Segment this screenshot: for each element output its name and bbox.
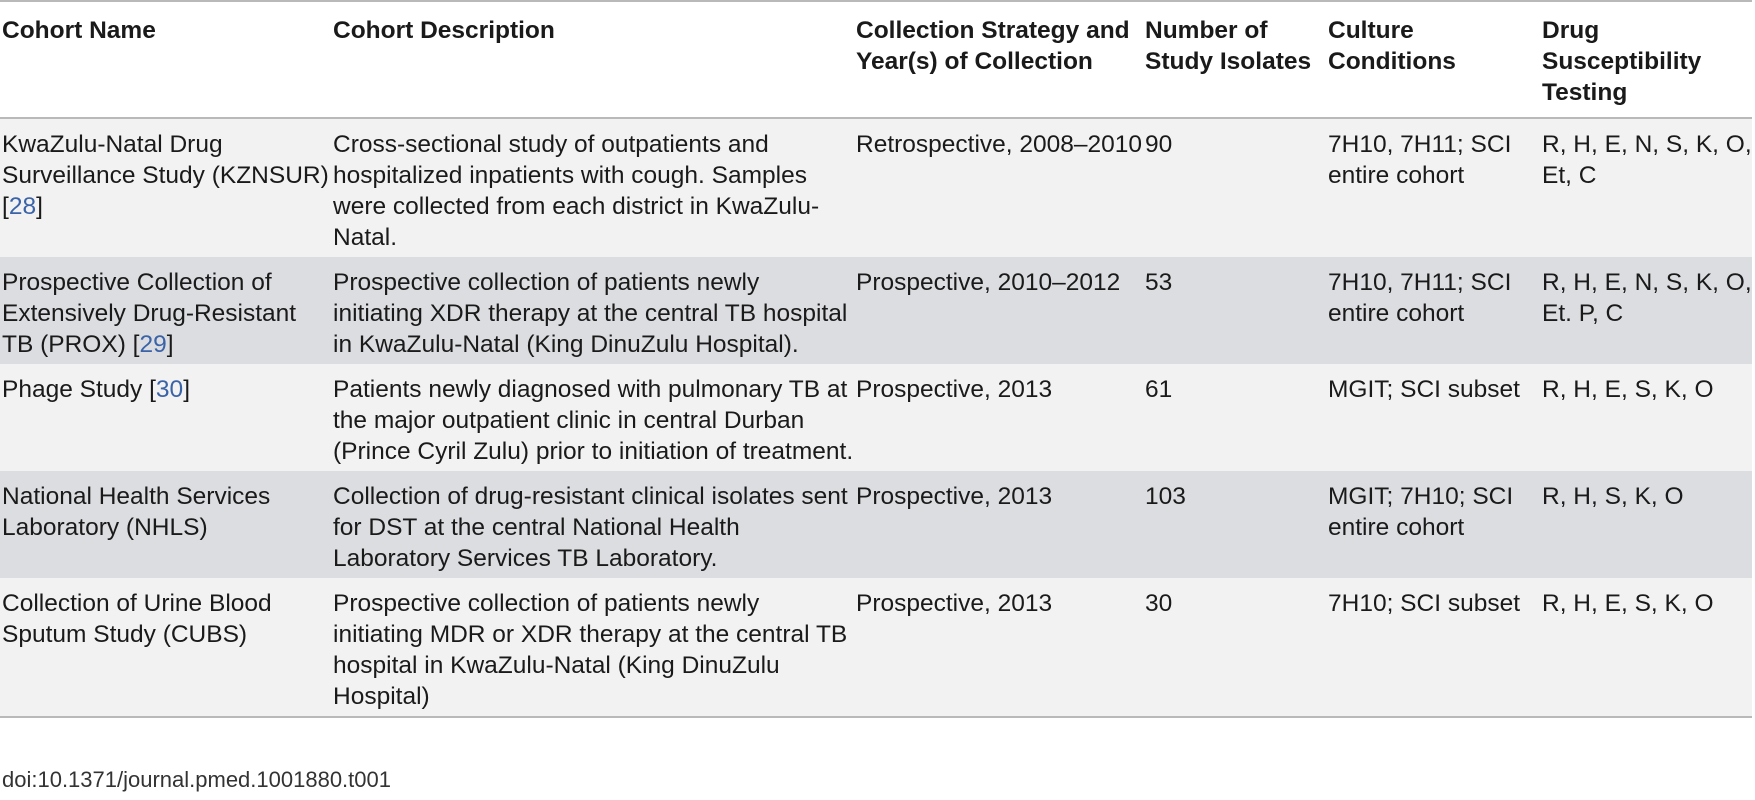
cohort-description-cell: Patients newly diagnosed with pulmonary … [333, 376, 854, 465]
collection-strategy-cell: Prospective, 2013 [856, 483, 1053, 510]
cohort-name-cell: Prospective Collection of Extensively Dr… [2, 269, 297, 358]
culture-conditions-cell: MGIT; 7H10; SCI entire cohort [1328, 483, 1514, 541]
header-collection-strategy: Collection Strategy and Year(s) of Colle… [854, 1, 1143, 119]
collection-strategy-cell: Retrospective, 2008–2010 [856, 131, 1143, 158]
cohort-name-cell: KwaZulu-Natal Drug Surveillance Study (K… [2, 131, 329, 220]
header-drug-susceptibility: Drug Susceptibility Testing [1540, 1, 1752, 119]
table-row: National Health Services Laboratory (NHL… [0, 471, 1752, 578]
collection-strategy-cell: Prospective, 2013 [854, 578, 1143, 718]
cohort-description-cell: Cross-sectional study of outpatients and… [333, 131, 820, 251]
header-cohort-name: Cohort Name [0, 1, 331, 119]
culture-conditions-cell: 7H10, 7H11; SCI entire cohort [1328, 131, 1512, 189]
table-row: Prospective Collection of Extensively Dr… [0, 257, 1752, 364]
isolates-cell: 53 [1145, 269, 1173, 296]
doi-caption: doi:10.1371/journal.pmed.1001880.t001 [2, 767, 391, 792]
cohort-table: Cohort Name Cohort Description Collectio… [0, 0, 1752, 718]
table-row: Collection of Urine Blood Sputum Study (… [0, 578, 1752, 718]
header-number-of-isolates: Number of Study Isolates [1143, 1, 1326, 119]
cohort-description-cell: Collection of drug-resistant clinical is… [333, 483, 848, 572]
cohort-name-cell: Phage Study [30] [2, 376, 190, 403]
table-row: Phage Study [30] Patients newly diagnose… [0, 364, 1752, 471]
reference-link[interactable]: 30 [155, 376, 184, 403]
isolates-cell: 30 [1143, 578, 1326, 718]
dst-cell: R, H, E, S, K, O [1542, 376, 1714, 403]
culture-conditions-cell: 7H10, 7H11; SCI entire cohort [1328, 269, 1512, 327]
header-row: Cohort Name Cohort Description Collectio… [0, 1, 1752, 119]
dst-cell: R, H, E, S, K, O [1540, 578, 1752, 718]
dst-cell: R, H, S, K, O [1542, 483, 1684, 510]
culture-conditions-cell: 7H10; SCI subset [1326, 578, 1540, 718]
isolates-cell: 103 [1145, 483, 1186, 510]
cohort-name-cell: Collection of Urine Blood Sputum Study (… [0, 578, 331, 718]
culture-conditions-cell: MGIT; SCI subset [1328, 376, 1520, 403]
header-culture-conditions: Culture Conditions [1326, 1, 1540, 119]
table-row: KwaZulu-Natal Drug Surveillance Study (K… [0, 118, 1752, 257]
dst-cell: R, H, E, N, S, K, O, Et. P, C [1542, 269, 1752, 327]
cohort-description-cell: Prospective collection of patients newly… [333, 269, 848, 358]
reference-link[interactable]: 28 [8, 193, 37, 220]
reference-link[interactable]: 29 [139, 331, 167, 358]
cohort-name-cell: National Health Services Laboratory (NHL… [2, 483, 271, 541]
isolates-cell: 90 [1145, 131, 1173, 158]
collection-strategy-cell: Prospective, 2013 [856, 376, 1053, 403]
dst-cell: R, H, E, N, S, K, O, Et, C [1542, 131, 1752, 189]
isolates-cell: 61 [1145, 376, 1173, 403]
header-cohort-description: Cohort Description [331, 1, 854, 119]
cohort-description-cell: Prospective collection of patients newly… [331, 578, 854, 718]
collection-strategy-cell: Prospective, 2010–2012 [856, 269, 1121, 296]
